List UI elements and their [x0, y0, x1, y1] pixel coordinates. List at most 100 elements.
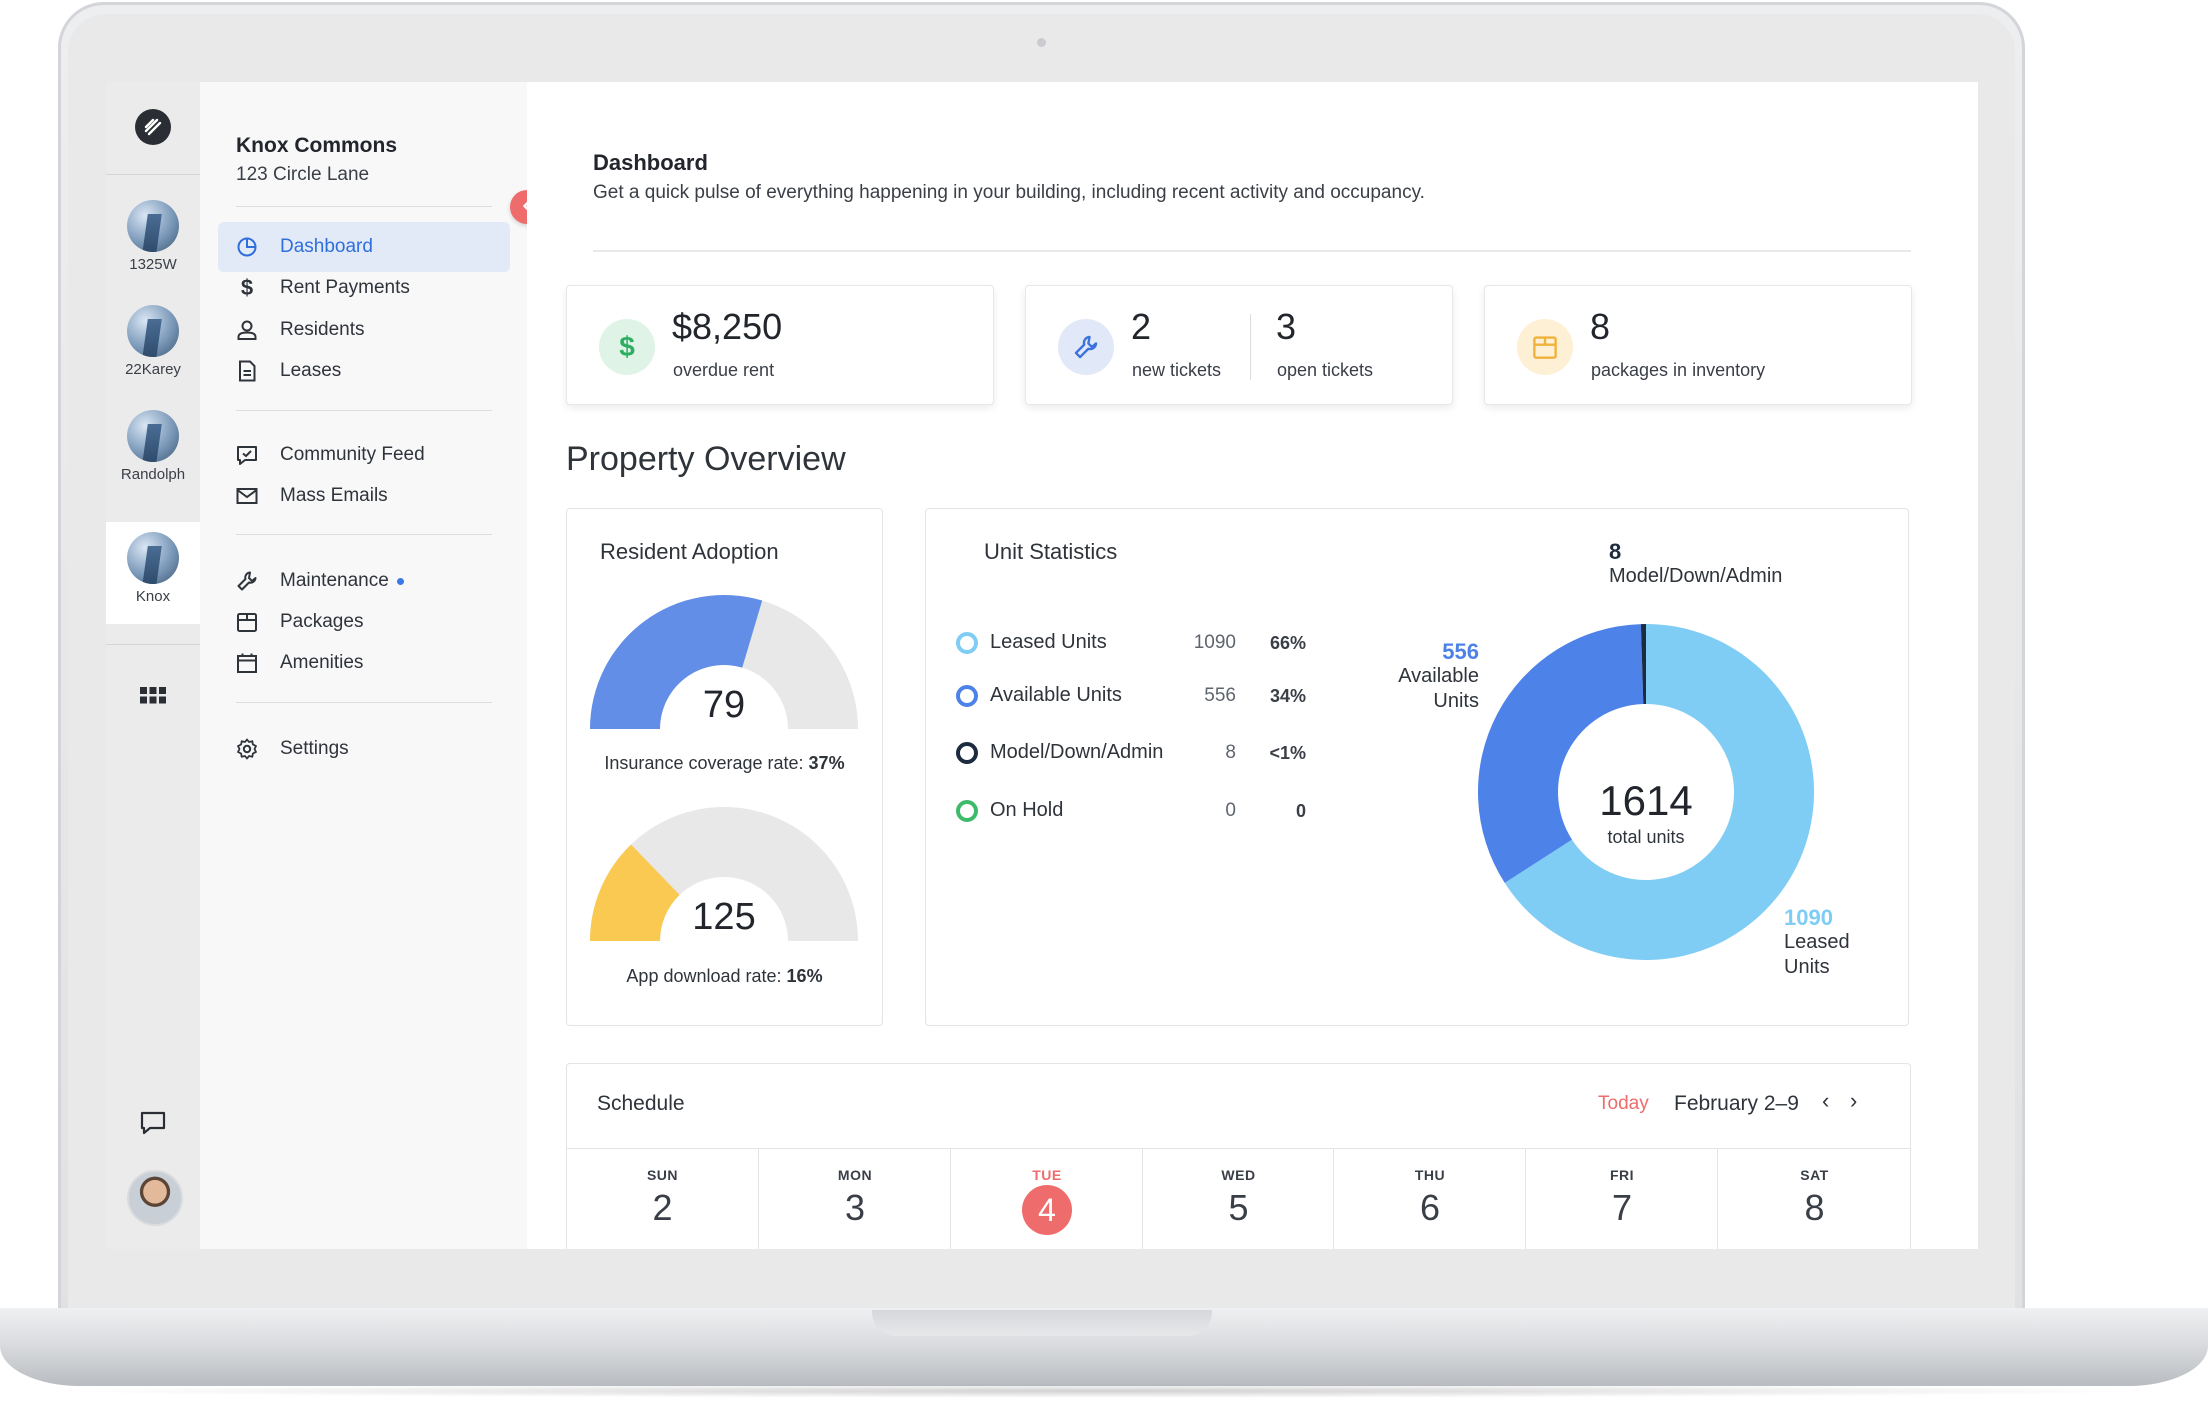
day-number: 6 [1419, 1187, 1441, 1228]
app-screen: 1325W 22Karey Randolph Knox [106, 82, 1978, 1249]
open-tickets-value: 3 [1276, 306, 1297, 347]
dollar-icon: $ [240, 275, 254, 300]
nav-label: Dashboard [280, 236, 373, 257]
nav-item-residents[interactable]: Residents [218, 305, 510, 355]
schedule-panel: Schedule Today February 2–9 ‹ › SUN 2 MO… [566, 1063, 1911, 1249]
donut-slice-model-down-admin [1640, 624, 1646, 705]
day-column-wed[interactable]: WED 5 [1142, 1149, 1334, 1249]
legend-pct: <1% [1269, 743, 1306, 763]
insurance-rate-value: 37% [808, 753, 845, 773]
nav-item-leases[interactable]: Leases [218, 346, 510, 396]
packages-value: 8 [1590, 306, 1611, 347]
user-avatar[interactable] [127, 1170, 183, 1226]
nav-label: Maintenance [280, 570, 389, 591]
nav-item-amenities[interactable]: Amenities [218, 638, 510, 688]
panel-title: Resident Adoption [600, 539, 779, 564]
legend-pct: 34% [1269, 686, 1306, 706]
nav-label: Leases [280, 360, 342, 381]
property-1325w[interactable]: 1325W [106, 190, 200, 292]
legend-count: 1090 [1193, 632, 1236, 653]
leased-callout: 1090 Leased Units [1784, 905, 1850, 980]
available-callout-label: Units [1433, 690, 1479, 712]
day-column-tue[interactable]: TUE 4 [950, 1149, 1143, 1249]
app-download-count: 125 [692, 896, 756, 938]
nav-divider [236, 206, 492, 207]
legend-marker [956, 741, 978, 764]
donut-slice-available-units [1478, 624, 1644, 883]
donut-slice-leased-units [1504, 624, 1814, 960]
wrench-icon [1058, 319, 1114, 375]
legend-marker [956, 684, 978, 707]
property-rail: 1325W 22Karey Randolph Knox [106, 82, 200, 1249]
day-column-mon[interactable]: MON 3 [758, 1149, 951, 1249]
available-callout-label: Available [1398, 665, 1479, 687]
nav-item-packages[interactable]: Packages [218, 597, 510, 647]
building-name: Knox Commons [236, 134, 398, 157]
chevron-left-icon[interactable]: ‹ [1822, 1088, 1830, 1113]
chevron-right-icon[interactable]: › [1850, 1088, 1858, 1113]
feed-icon [234, 442, 260, 468]
gear-icon [234, 736, 260, 762]
leased-callout-label: Leased [1784, 931, 1850, 953]
packages-label: packages in inventory [1591, 360, 1766, 380]
legend-leased: Leased Units [956, 631, 1107, 654]
nav-item-maintenance[interactable]: Maintenance [218, 556, 510, 606]
legend-pct: 66% [1269, 633, 1306, 653]
chat-icon[interactable] [139, 1109, 167, 1142]
tickets-card[interactable]: 2 new tickets 3 open tickets [1025, 285, 1453, 405]
insurance-gauge [590, 595, 858, 729]
legend-count: 0 [1225, 800, 1236, 821]
nav-divider [236, 410, 492, 411]
package-icon [234, 609, 260, 635]
day-number: 2 [652, 1187, 673, 1228]
mail-icon [234, 483, 260, 509]
calendar-icon [234, 650, 260, 676]
legend-model: Model/Down/Admin [956, 741, 1163, 764]
day-number: 5 [1228, 1187, 1249, 1228]
day-name: SAT [1800, 1167, 1829, 1183]
overdue-rent-card[interactable]: $ $8,250 overdue rent [566, 285, 994, 405]
date-range: February 2–9 [1674, 1092, 1799, 1115]
today-button[interactable]: Today [1598, 1093, 1649, 1114]
overdue-rent-value: $8,250 [672, 306, 783, 347]
header-divider [593, 250, 1911, 252]
legend-marker [956, 799, 978, 822]
laptop-notch [872, 1310, 1212, 1336]
day-column-sun[interactable]: SUN 2 [567, 1149, 758, 1249]
legend-marker [956, 631, 978, 654]
apps-grid-icon[interactable] [140, 687, 166, 718]
legend-label: Model/Down/Admin [990, 741, 1164, 763]
property-knox[interactable]: Knox [106, 522, 200, 624]
model-callout: 8 Model/Down/Admin [1609, 539, 1782, 589]
day-name: SUN [646, 1167, 679, 1183]
laptop-shadow [40, 1384, 2168, 1398]
nav-label: Residents [280, 319, 365, 340]
side-navigation: Knox Commons 123 Circle Lane Dashboard $… [200, 82, 527, 1249]
app-download-rate-value: 16% [786, 966, 823, 986]
stat-divider [1250, 314, 1251, 380]
day-column-sat[interactable]: SAT 8 [1717, 1149, 1911, 1249]
nav-item-community-feed[interactable]: Community Feed [218, 430, 510, 480]
resident-adoption-panel: Resident Adoption 79 Insurance coverage … [566, 508, 883, 1026]
day-column-fri[interactable]: FRI 7 [1525, 1149, 1718, 1249]
day-column-thu[interactable]: THU 6 [1333, 1149, 1526, 1249]
nav-divider [236, 534, 492, 535]
day-name: WED [1221, 1167, 1256, 1183]
property-22karey[interactable]: 22Karey [106, 295, 200, 397]
nav-label: Community Feed [280, 444, 425, 465]
packages-card[interactable]: 8 packages in inventory [1484, 285, 1912, 405]
camera [1037, 38, 1046, 47]
model-callout-value: 8 [1609, 539, 1622, 564]
day-number: 7 [1611, 1187, 1633, 1228]
legend-pct: 0 [1295, 801, 1306, 821]
nav-item-settings[interactable]: Settings [218, 724, 510, 774]
unit-donut-chart [1478, 624, 1814, 960]
nav-item-rent-payments[interactable]: $ Rent Payments [218, 263, 510, 313]
nav-item-dashboard[interactable]: Dashboard [218, 222, 510, 272]
wrench-icon [234, 568, 260, 594]
app-logo-icon[interactable] [135, 109, 171, 145]
nav-item-mass-emails[interactable]: Mass Emails [218, 471, 510, 521]
model-callout-label: Model/Down/Admin [1609, 565, 1783, 587]
leased-callout-value: 1090 [1784, 905, 1833, 930]
property-randolph[interactable]: Randolph [106, 400, 200, 502]
